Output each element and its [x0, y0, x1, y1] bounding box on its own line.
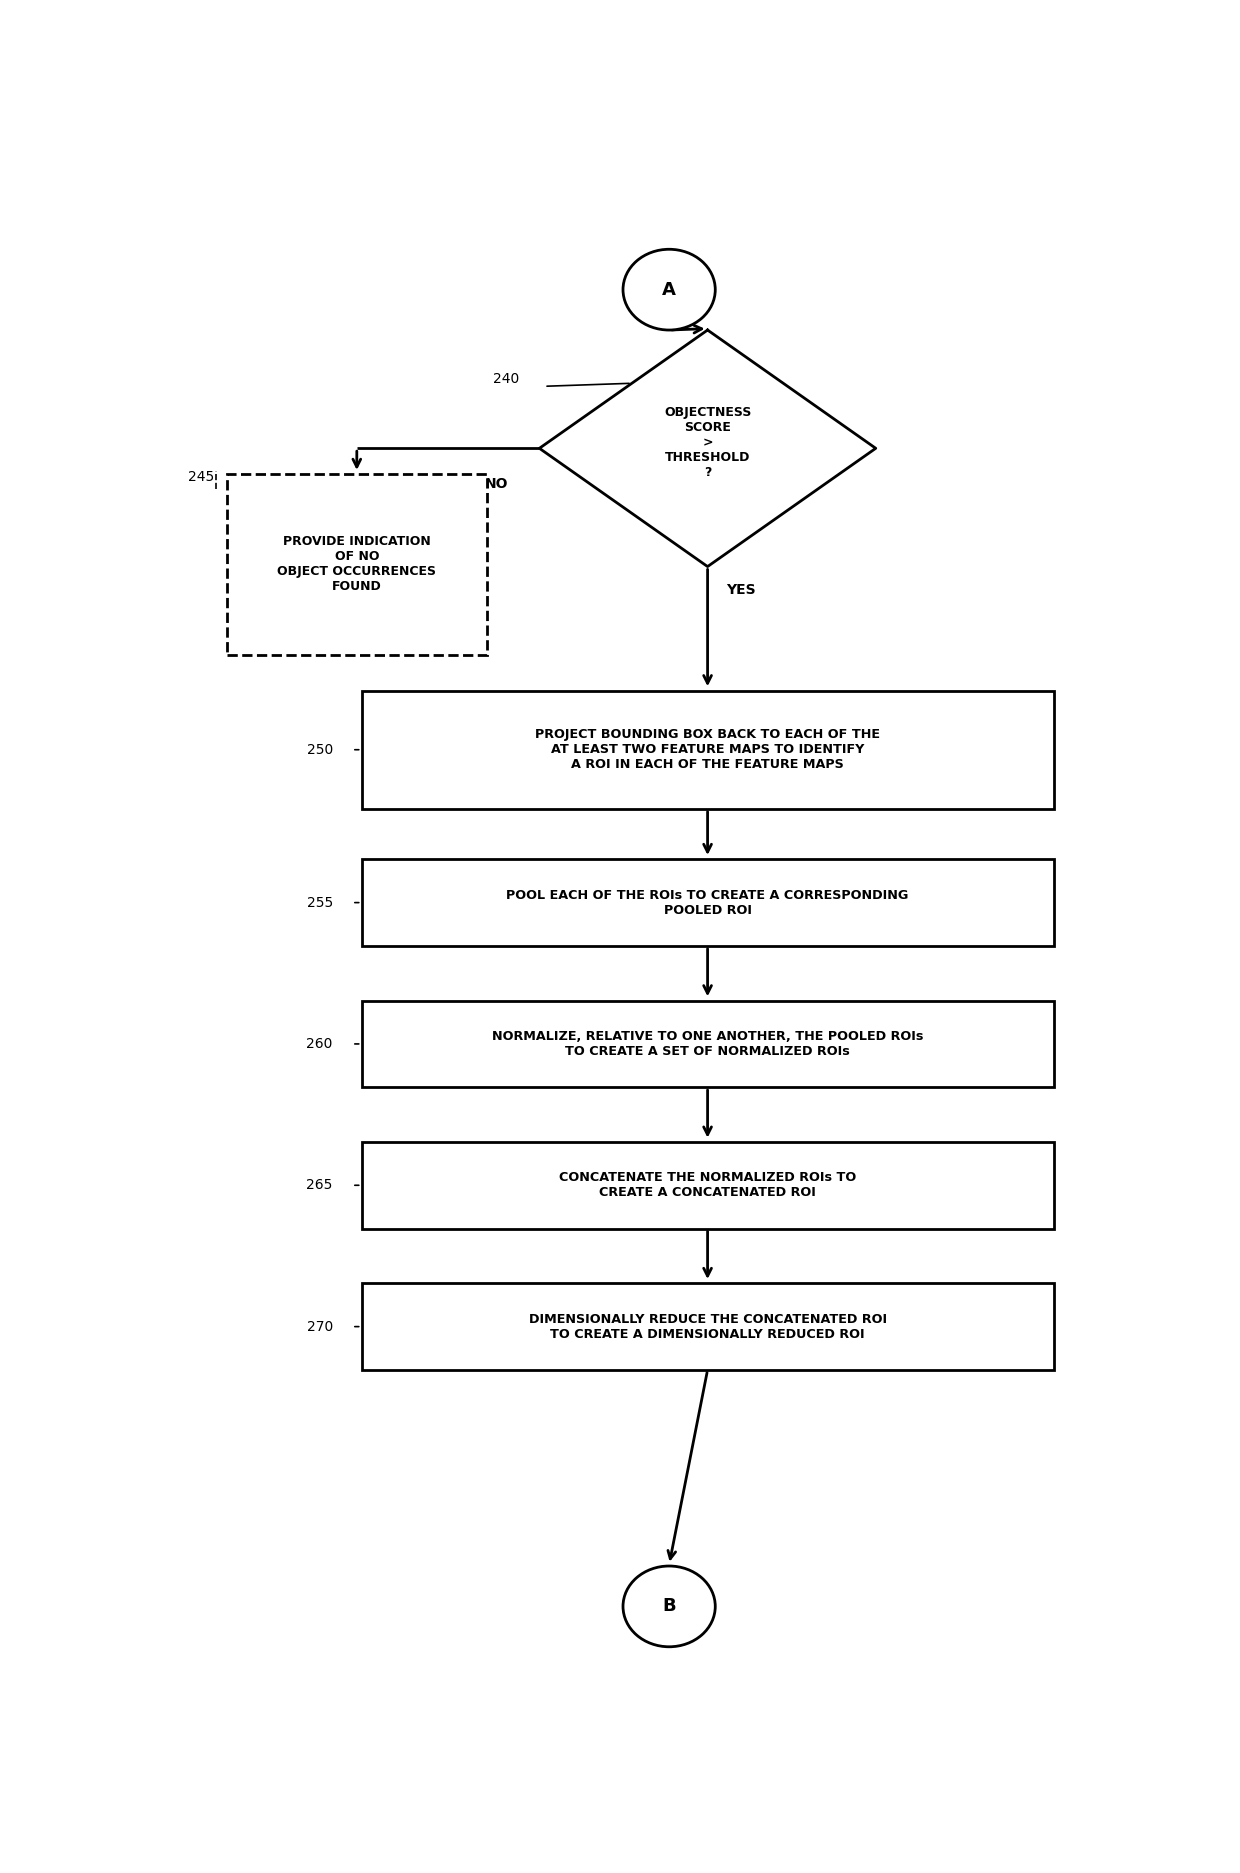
Text: PROJECT BOUNDING BOX BACK TO EACH OF THE
AT LEAST TWO FEATURE MAPS TO IDENTIFY
A: PROJECT BOUNDING BOX BACK TO EACH OF THE…: [536, 729, 880, 772]
Text: 255: 255: [306, 895, 332, 910]
FancyBboxPatch shape: [227, 474, 486, 654]
Text: DIMENSIONALLY REDUCE THE CONCATENATED ROI
TO CREATE A DIMENSIONALLY REDUCED ROI: DIMENSIONALLY REDUCE THE CONCATENATED RO…: [528, 1313, 887, 1341]
FancyBboxPatch shape: [362, 860, 1054, 946]
Ellipse shape: [622, 1566, 715, 1646]
FancyBboxPatch shape: [362, 1143, 1054, 1229]
Text: 270: 270: [306, 1320, 332, 1334]
Text: A: A: [662, 281, 676, 298]
Text: NO: NO: [485, 478, 508, 491]
Text: OBJECTNESS
SCORE
>
THRESHOLD
?: OBJECTNESS SCORE > THRESHOLD ?: [663, 406, 751, 479]
Text: POOL EACH OF THE ROIs TO CREATE A CORRESPONDING
POOLED ROI: POOL EACH OF THE ROIs TO CREATE A CORRES…: [506, 888, 909, 916]
FancyBboxPatch shape: [362, 1283, 1054, 1369]
Text: 265: 265: [306, 1178, 332, 1193]
Text: B: B: [662, 1598, 676, 1615]
Text: 240: 240: [492, 373, 518, 386]
Text: NORMALIZE, RELATIVE TO ONE ANOTHER, THE POOLED ROIs
TO CREATE A SET OF NORMALIZE: NORMALIZE, RELATIVE TO ONE ANOTHER, THE …: [492, 1030, 924, 1058]
FancyBboxPatch shape: [362, 1000, 1054, 1086]
Text: 250: 250: [306, 744, 332, 757]
Text: YES: YES: [725, 583, 755, 597]
Text: 245: 245: [188, 470, 215, 483]
FancyBboxPatch shape: [362, 691, 1054, 809]
Text: CONCATENATE THE NORMALIZED ROIs TO
CREATE A CONCATENATED ROI: CONCATENATE THE NORMALIZED ROIs TO CREAT…: [559, 1171, 856, 1199]
Text: PROVIDE INDICATION
OF NO
OBJECT OCCURRENCES
FOUND: PROVIDE INDICATION OF NO OBJECT OCCURREN…: [278, 536, 436, 594]
Text: 260: 260: [306, 1038, 332, 1051]
Ellipse shape: [622, 249, 715, 330]
